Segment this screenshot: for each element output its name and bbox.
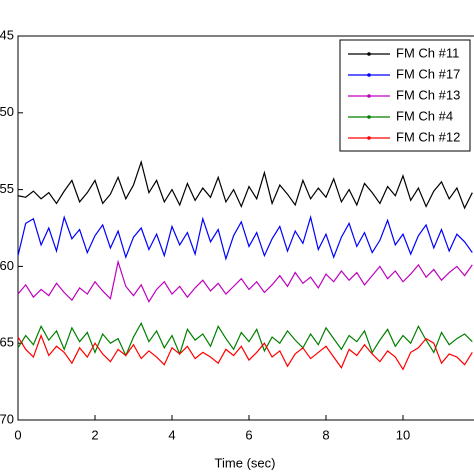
x-tick-label: 4 [168, 427, 175, 442]
x-axis-label: Time (sec) [215, 455, 276, 470]
y-tick-label: 45 [0, 27, 14, 42]
series-line [17, 259, 473, 303]
series-line [17, 214, 473, 261]
y-tick-label: 65 [0, 335, 14, 350]
series-line [17, 321, 473, 357]
x-tick-label: 0 [14, 427, 21, 442]
legend-label: FM Ch #11 [396, 45, 459, 60]
legend-marker [367, 136, 371, 140]
legend-marker [367, 94, 371, 98]
legend-marker [367, 52, 371, 56]
legend-marker [367, 115, 371, 119]
legend-label: FM Ch #17 [396, 66, 460, 81]
y-tick-label: 60 [0, 258, 14, 273]
x-tick-label: 2 [91, 427, 98, 442]
x-tick-label: 8 [322, 427, 329, 442]
y-tick-label: 55 [0, 181, 14, 196]
legend-label: FM Ch #4 [396, 108, 453, 123]
x-tick-label: 6 [245, 427, 252, 442]
legend-label: FM Ch #13 [396, 87, 460, 102]
series-line [17, 333, 473, 371]
y-tick-label: 50 [0, 104, 14, 119]
legend-marker [367, 73, 371, 77]
x-tick-label: 10 [396, 427, 410, 442]
series-line [17, 159, 473, 210]
y-tick-label: 70 [0, 411, 14, 426]
legend-label: FM Ch #12 [396, 129, 460, 144]
